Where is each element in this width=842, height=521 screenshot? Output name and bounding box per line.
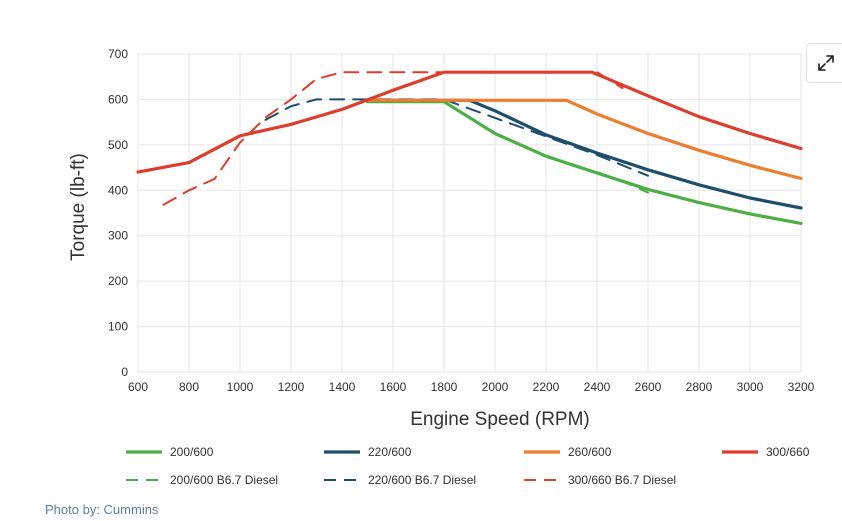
x-tick-label: 2600 <box>635 380 662 394</box>
x-tick-label: 1800 <box>431 380 458 394</box>
y-axis-title: Torque (lb-ft) <box>68 153 89 261</box>
y-tick-label: 400 <box>108 183 128 197</box>
expand-icon <box>818 55 834 71</box>
series-line <box>365 98 803 210</box>
x-tick-label: 1600 <box>380 380 407 394</box>
y-tick-label: 600 <box>108 92 128 106</box>
x-tick-label: 600 <box>128 380 148 394</box>
chart-series <box>136 70 803 225</box>
x-tick-label: 2800 <box>686 380 713 394</box>
legend-label: 220/600 B6.7 Diesel <box>368 473 476 487</box>
y-tick-label: 500 <box>108 138 128 152</box>
expand-button[interactable] <box>806 43 842 83</box>
y-tick-label: 700 <box>108 47 128 61</box>
x-tick-label: 1200 <box>278 380 305 394</box>
legend-label: 200/600 B6.7 Diesel <box>170 473 278 487</box>
y-tick-label: 100 <box>108 320 128 334</box>
chart-legend: 200/600 220/600 260/600 300/660 200/600 B6.7… <box>126 445 810 487</box>
photo-credit: Photo by: Cummins <box>45 502 159 517</box>
x-tick-label: 1000 <box>227 380 254 394</box>
x-tick-label: 2200 <box>533 380 560 394</box>
x-tick-label: 2400 <box>584 380 611 394</box>
y-tick-label: 300 <box>108 229 128 243</box>
x-axis-title: Engine Speed (RPM) <box>410 409 590 430</box>
series-line <box>365 98 803 181</box>
series-line <box>136 70 803 174</box>
legend-label: 300/660 <box>766 445 810 459</box>
x-tick-label: 3200 <box>788 380 815 394</box>
y-tick-label: 0 <box>121 365 128 379</box>
series-line <box>365 100 803 225</box>
legend-label: 220/600 <box>368 445 412 459</box>
x-tick-label: 2000 <box>482 380 509 394</box>
x-tick-label: 800 <box>179 380 199 394</box>
x-tick-label: 1400 <box>329 380 356 394</box>
chart-axes: 600 800 1000 1200 1400 1600 1800 2000 2200 2400 26… <box>108 47 815 394</box>
legend-label: 300/660 B6.7 Diesel <box>568 473 676 487</box>
y-tick-label: 200 <box>108 274 128 288</box>
legend-label: 260/600 <box>568 445 612 459</box>
legend-label: 200/600 <box>170 445 214 459</box>
x-tick-label: 3000 <box>737 380 764 394</box>
